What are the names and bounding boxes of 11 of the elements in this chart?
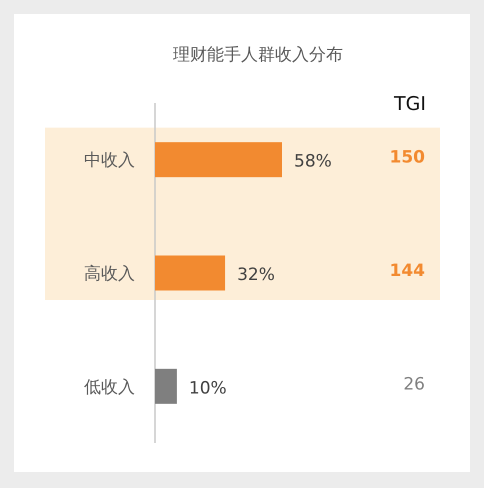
text: TGI xyxy=(393,93,426,115)
y-tick-label: 高收入 xyxy=(84,264,135,284)
text: 144 xyxy=(390,261,426,281)
text: 150 xyxy=(390,148,426,168)
data-label: 10% xyxy=(188,378,227,398)
chart-title: 理财能手人群收入分布 xyxy=(173,45,343,65)
data-label: 32% xyxy=(237,265,275,285)
text: 26 xyxy=(403,374,425,394)
data-label: 58% xyxy=(294,152,332,172)
y-tick-label: 低收入 xyxy=(84,377,135,398)
y-tick-label: 中收入 xyxy=(84,150,135,171)
